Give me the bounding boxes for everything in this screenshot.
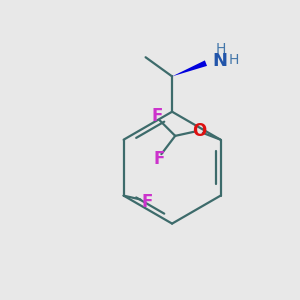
Text: N: N: [213, 52, 228, 70]
Text: H: H: [228, 53, 238, 67]
Text: F: F: [151, 107, 163, 125]
Text: O: O: [192, 122, 206, 140]
Polygon shape: [172, 58, 208, 76]
Text: F: F: [142, 193, 153, 211]
Text: F: F: [153, 150, 165, 168]
Text: H: H: [216, 42, 226, 56]
